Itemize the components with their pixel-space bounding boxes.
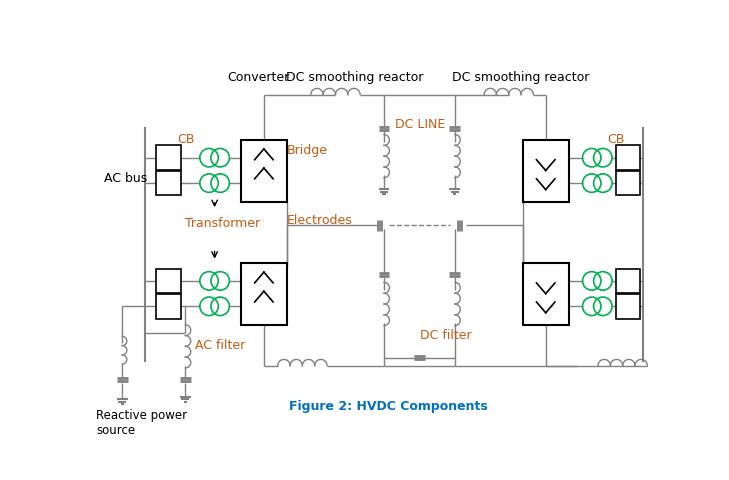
Text: AC bus: AC bus xyxy=(104,171,148,185)
Bar xyxy=(156,171,181,195)
Bar xyxy=(616,294,640,319)
Bar xyxy=(523,140,569,202)
Text: CB: CB xyxy=(607,133,625,146)
Text: DC smoothing reactor: DC smoothing reactor xyxy=(286,72,424,84)
Text: Transformer: Transformer xyxy=(185,217,260,230)
Bar xyxy=(241,263,287,325)
Text: Electrodes: Electrodes xyxy=(287,214,353,227)
Bar xyxy=(616,171,640,195)
Bar xyxy=(241,140,287,202)
Text: Figure 2: HVDC Components: Figure 2: HVDC Components xyxy=(289,400,488,413)
Text: Reactive power
source: Reactive power source xyxy=(96,409,187,437)
Bar xyxy=(616,269,640,293)
Text: AC filter: AC filter xyxy=(195,339,245,352)
Text: DC filter: DC filter xyxy=(420,329,472,342)
Bar xyxy=(616,145,640,170)
Bar xyxy=(156,269,181,293)
Text: DC LINE: DC LINE xyxy=(395,118,445,131)
Bar xyxy=(523,263,569,325)
Text: Bridge: Bridge xyxy=(287,144,328,157)
Text: CB: CB xyxy=(178,133,195,146)
Bar xyxy=(156,294,181,319)
Bar xyxy=(156,145,181,170)
Text: Converter: Converter xyxy=(227,72,289,84)
Text: DC smoothing reactor: DC smoothing reactor xyxy=(451,72,589,84)
